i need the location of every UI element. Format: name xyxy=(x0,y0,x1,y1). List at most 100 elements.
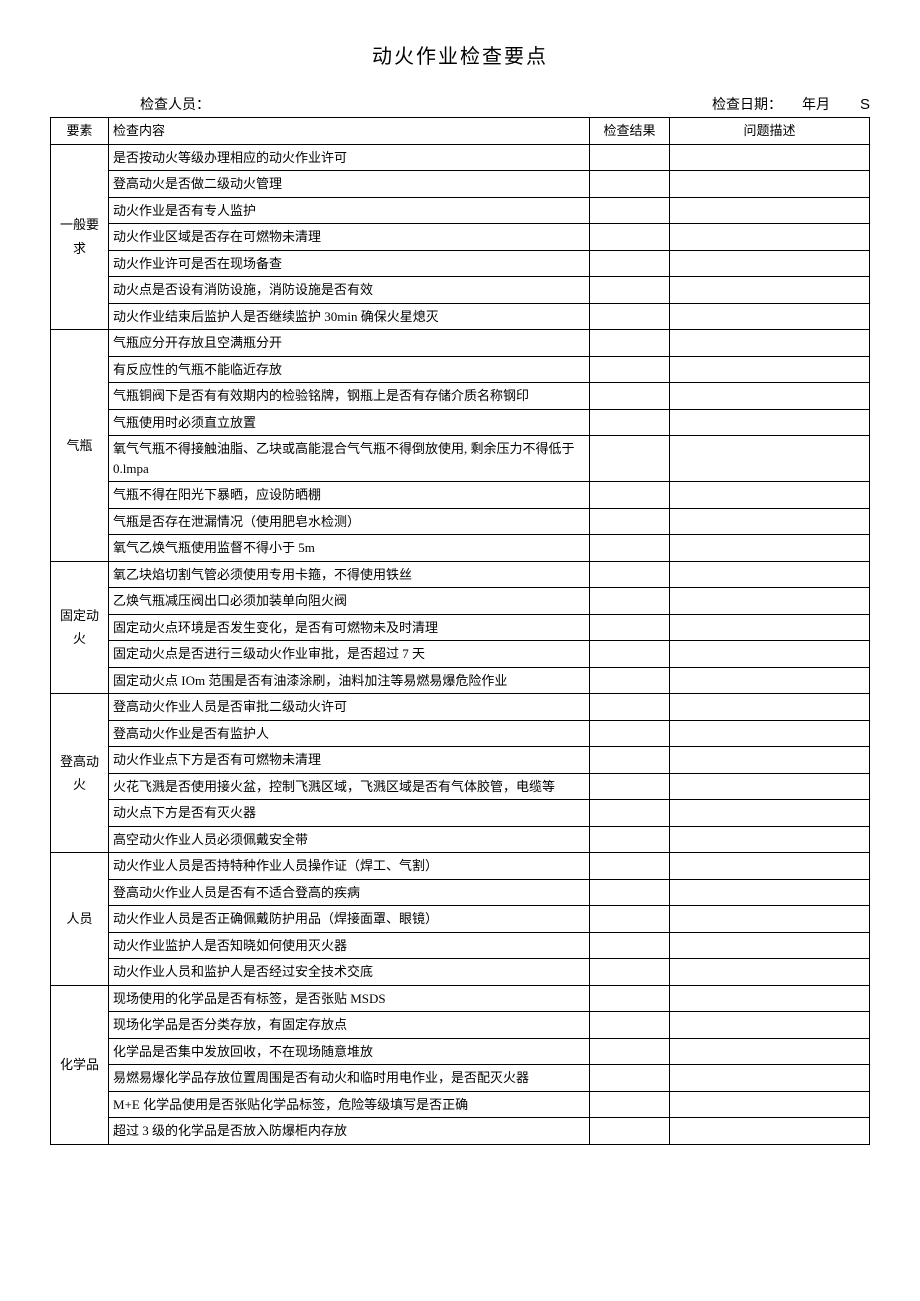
result-cell xyxy=(590,482,670,509)
result-cell xyxy=(590,985,670,1012)
desc-cell xyxy=(670,436,870,482)
table-row: 气瓶是否存在泄漏情况（使用肥皂水检测） xyxy=(51,508,870,535)
content-cell: 登高动火是否做二级动火管理 xyxy=(109,171,590,198)
result-cell xyxy=(590,535,670,562)
result-cell xyxy=(590,1091,670,1118)
content-cell: M+E 化学品使用是否张贴化学品标签，危险等级填写是否正确 xyxy=(109,1091,590,1118)
content-cell: 固定动火点 IOm 范围是否有油漆涂刷，油料加注等易燃易爆危险作业 xyxy=(109,667,590,694)
table-row: 动火作业点下方是否有可燃物未清理 xyxy=(51,747,870,774)
desc-cell xyxy=(670,1091,870,1118)
table-row: 动火作业区域是否存在可燃物未清理 xyxy=(51,224,870,251)
desc-cell xyxy=(670,171,870,198)
result-cell xyxy=(590,720,670,747)
result-cell xyxy=(590,641,670,668)
desc-cell xyxy=(670,144,870,171)
table-row: 气瓶铜阀下是否有有效期内的检验铭牌，钢瓶上是否有存储介质名称钢印 xyxy=(51,383,870,410)
table-row: 化学品现场使用的化学品是否有标签，是否张贴 MSDS xyxy=(51,985,870,1012)
table-row: 动火点下方是否有灭火器 xyxy=(51,800,870,827)
table-row: 乙焕气瓶减压阀出口必须加装单向阻火阀 xyxy=(51,588,870,615)
desc-cell xyxy=(670,614,870,641)
desc-cell xyxy=(670,985,870,1012)
content-cell: 固定动火点环境是否发生变化，是否有可燃物未及时清理 xyxy=(109,614,590,641)
content-cell: 氧乙块焰切割气管必须使用专用卡箍，不得使用铁丝 xyxy=(109,561,590,588)
category-cell: 化学品 xyxy=(51,985,109,1144)
content-cell: 现场使用的化学品是否有标签，是否张贴 MSDS xyxy=(109,985,590,1012)
result-cell xyxy=(590,1118,670,1145)
desc-cell xyxy=(670,535,870,562)
table-row: 动火作业监护人是否知晓如何使用灭火器 xyxy=(51,932,870,959)
content-cell: 动火作业许可是否在现场备查 xyxy=(109,250,590,277)
result-cell xyxy=(590,250,670,277)
desc-cell xyxy=(670,826,870,853)
table-row: 人员动火作业人员是否持特种作业人员操作证（焊工、气割） xyxy=(51,853,870,880)
desc-cell xyxy=(670,747,870,774)
desc-cell xyxy=(670,1065,870,1092)
category-cell: 气瓶 xyxy=(51,330,109,562)
desc-cell xyxy=(670,224,870,251)
result-cell xyxy=(590,694,670,721)
result-cell xyxy=(590,747,670,774)
result-cell xyxy=(590,800,670,827)
table-row: 动火作业是否有专人监护 xyxy=(51,197,870,224)
content-cell: 易燃易爆化学品存放位置周围是否有动火和临时用电作业，是否配灭火器 xyxy=(109,1065,590,1092)
result-cell xyxy=(590,508,670,535)
content-cell: 气瓶是否存在泄漏情况（使用肥皂水检测） xyxy=(109,508,590,535)
table-row: 固定动火点环境是否发生变化，是否有可燃物未及时清理 xyxy=(51,614,870,641)
col-header-category: 要素 xyxy=(51,118,109,145)
table-row: 火花飞溅是否使用接火盆，控制飞溅区域，飞溅区域是否有气体胶管，电缆等 xyxy=(51,773,870,800)
desc-cell xyxy=(670,561,870,588)
result-cell xyxy=(590,959,670,986)
desc-cell xyxy=(670,330,870,357)
result-cell xyxy=(590,303,670,330)
content-cell: 超过 3 级的化学品是否放入防爆柜内存放 xyxy=(109,1118,590,1145)
content-cell: 动火作业人员是否正确佩戴防护用品（焊接面罩、眼镜） xyxy=(109,906,590,933)
content-cell: 登高动火作业人员是否审批二级动火许可 xyxy=(109,694,590,721)
content-cell: 高空动火作业人员必须佩戴安全带 xyxy=(109,826,590,853)
result-cell xyxy=(590,614,670,641)
desc-cell xyxy=(670,694,870,721)
table-row: 超过 3 级的化学品是否放入防爆柜内存放 xyxy=(51,1118,870,1145)
desc-cell xyxy=(670,303,870,330)
desc-cell xyxy=(670,720,870,747)
date-section: 检查日期： 年月 S xyxy=(712,94,870,114)
category-cell: 登高动火 xyxy=(51,694,109,853)
content-cell: 气瓶铜阀下是否有有效期内的检验铭牌，钢瓶上是否有存储介质名称钢印 xyxy=(109,383,590,410)
col-header-desc: 问题描述 xyxy=(670,118,870,145)
content-cell: 动火作业结束后监护人是否继续监护 30min 确保火星熄灭 xyxy=(109,303,590,330)
date-ym: 年月 xyxy=(802,94,830,114)
content-cell: 火花飞溅是否使用接火盆，控制飞溅区域，飞溅区域是否有气体胶管，电缆等 xyxy=(109,773,590,800)
table-row: M+E 化学品使用是否张贴化学品标签，危险等级填写是否正确 xyxy=(51,1091,870,1118)
table-row: 气瓶不得在阳光下暴晒，应设防晒棚 xyxy=(51,482,870,509)
desc-cell xyxy=(670,1118,870,1145)
table-row: 固定动火点 IOm 范围是否有油漆涂刷，油料加注等易燃易爆危险作业 xyxy=(51,667,870,694)
result-cell xyxy=(590,932,670,959)
content-cell: 氧气乙焕气瓶使用监督不得小于 5m xyxy=(109,535,590,562)
result-cell xyxy=(590,1012,670,1039)
content-cell: 气瓶使用时必须直立放置 xyxy=(109,409,590,436)
result-cell xyxy=(590,853,670,880)
desc-cell xyxy=(670,409,870,436)
result-cell xyxy=(590,330,670,357)
table-row: 登高动火作业是否有监护人 xyxy=(51,720,870,747)
table-row: 登高动火是否做二级动火管理 xyxy=(51,171,870,198)
content-cell: 动火作业人员和监护人是否经过安全技术交底 xyxy=(109,959,590,986)
desc-cell xyxy=(670,250,870,277)
result-cell xyxy=(590,409,670,436)
table-header-row: 要素 检查内容 检查结果 问题描述 xyxy=(51,118,870,145)
content-cell: 动火点是否设有消防设施，消防设施是否有效 xyxy=(109,277,590,304)
content-cell: 动火作业监护人是否知晓如何使用灭火器 xyxy=(109,932,590,959)
result-cell xyxy=(590,277,670,304)
desc-cell xyxy=(670,906,870,933)
table-row: 现场化学品是否分类存放，有固定存放点 xyxy=(51,1012,870,1039)
desc-cell xyxy=(670,641,870,668)
content-cell: 动火作业人员是否持特种作业人员操作证（焊工、气割） xyxy=(109,853,590,880)
table-row: 动火作业许可是否在现场备查 xyxy=(51,250,870,277)
inspector-label: 检查人员： xyxy=(140,94,712,114)
table-row: 氧气气瓶不得接触油脂、乙块或高能混合气气瓶不得倒放使用, 剩余压力不得低于 0.… xyxy=(51,436,870,482)
table-row: 气瓶气瓶应分开存放且空满瓶分开 xyxy=(51,330,870,357)
content-cell: 动火点下方是否有灭火器 xyxy=(109,800,590,827)
desc-cell xyxy=(670,800,870,827)
desc-cell xyxy=(670,356,870,383)
result-cell xyxy=(590,1038,670,1065)
desc-cell xyxy=(670,853,870,880)
